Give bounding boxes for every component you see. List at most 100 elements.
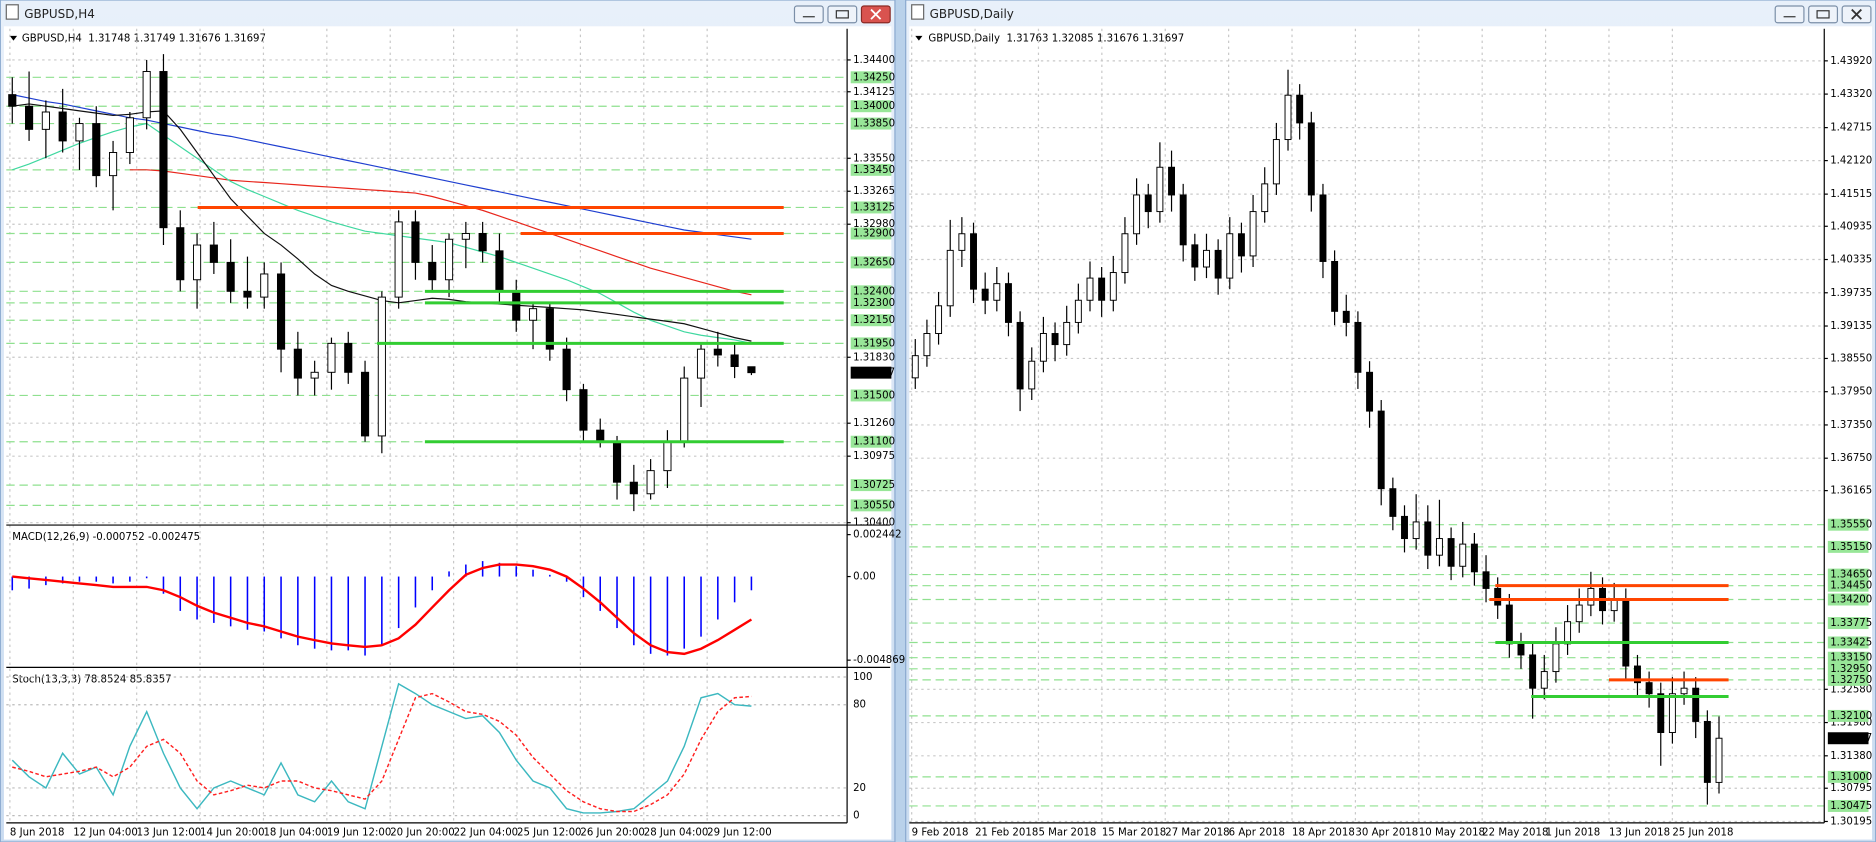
window-buttons[interactable] [793,5,891,24]
price-label: 1.42120 [1830,156,1872,167]
candle-body [1540,671,1548,689]
candle-body [935,305,943,334]
level-label: 1.35550 [1830,520,1872,531]
date-label: 27 Mar 2018 [1165,827,1229,838]
price-label: 1.39135 [1830,321,1872,332]
level-box [850,479,892,492]
window-buttons[interactable] [1774,5,1872,24]
stoch-tick-label: 80 [853,700,866,711]
candle-body [1249,211,1257,257]
date-label: 25 Jun 12:00 [517,827,582,838]
candle-body [495,250,504,292]
candle-body [411,221,420,263]
icon [1851,8,1862,20]
price-label: 1.34125 [853,87,895,98]
date-label: 18 Jun 04:00 [263,827,328,838]
candle-body [629,481,638,495]
candle-body [981,288,989,301]
candle-body [377,296,386,437]
price-label: 1.38550 [1830,353,1872,364]
candle-body [8,94,17,107]
candle-body [1039,333,1047,362]
level-label: 1.33150 [1830,653,1872,664]
level-label: 1.31500 [853,390,895,401]
restore-button[interactable] [1808,5,1839,24]
stoch-tick-label: 20 [853,783,866,794]
level-box [1827,709,1869,722]
level-box [850,285,892,298]
chart-header: GBPUSD,Daily 1.31763 1.32085 1.31676 1.3… [928,33,1184,44]
candle-body [428,261,437,281]
candle-body [310,371,319,379]
candle-body [226,261,235,292]
level-label: 1.33850 [853,119,895,130]
price-label: 1.43320 [1830,89,1872,100]
moving-average [12,122,752,344]
level-box [850,435,892,448]
candle-body [958,233,966,251]
level-box [850,314,892,327]
candle-body [696,348,706,379]
price-label: 1.30795 [1830,783,1872,794]
date-label: 22 Jun 04:00 [454,827,519,838]
candle-body [1214,249,1222,279]
level-box [1827,636,1869,649]
price-label: 1.31830 [853,352,895,363]
indicator-label: Stoch(13,3,3) 78.8524 85.8357 [12,674,171,685]
candle-body [1074,299,1082,323]
stoch-signal [12,692,752,813]
candle-body [192,244,202,281]
candle-body [327,342,336,373]
price-label: 1.39735 [1830,288,1872,299]
indicator-label: MACD(12,26,9) -0.000752 -0.002475 [12,532,200,543]
candle-body [1063,321,1071,346]
level-label: 1.30475 [1830,801,1872,812]
date-label: 13 Jun 2018 [1609,827,1670,838]
candle-body [109,152,118,177]
minimize-button[interactable] [1774,5,1805,24]
level-label: 1.35150 [1830,542,1872,553]
candle-body [1575,604,1583,623]
candle-body [646,470,655,495]
level-label: 1.32150 [853,315,895,326]
candle-body [713,348,722,356]
level-box [850,201,892,214]
price-label: 1.37350 [1830,420,1872,431]
level-box [850,499,892,512]
candle-body [528,308,538,321]
chart-header: GBPUSD,H4 1.31748 1.31749 1.31676 1.3169… [22,33,266,44]
candle-body [1435,538,1443,556]
candle-body [1610,599,1618,612]
level-label: 1.30550 [853,500,895,511]
candle-body [142,71,151,119]
level-box [850,337,892,350]
candle-body [512,290,521,321]
macd-tick-label: 0.00 [853,572,876,583]
candle-body [1342,310,1350,323]
candle-body [1505,604,1513,645]
candle-body [1004,283,1012,323]
price-label: 1.31980 [1830,718,1872,729]
date-label: 15 Mar 2018 [1102,827,1166,838]
date-label: 19 Jun 12:00 [327,827,392,838]
stoch-tick-label: 0 [853,811,859,822]
price-label: 1.32980 [853,219,895,230]
level-box [1827,673,1869,686]
candle-body [243,290,252,298]
candle-body [360,371,370,437]
level-label: 1.34250 [853,72,895,83]
candle-body [1447,538,1455,567]
date-label: 8 Jun 2018 [10,827,65,838]
candle-body [579,389,588,431]
candle-body [1587,587,1595,606]
candle-body [911,355,919,379]
header-arrow [915,35,923,41]
moving-average [129,169,752,296]
candle-body [58,111,67,142]
candle-body [1633,665,1641,684]
restore-button[interactable] [827,5,858,24]
candle-body [1226,233,1234,279]
level-label: 1.32400 [853,286,895,297]
price-label: 1.33265 [853,186,895,197]
minimize-button[interactable] [793,5,824,24]
